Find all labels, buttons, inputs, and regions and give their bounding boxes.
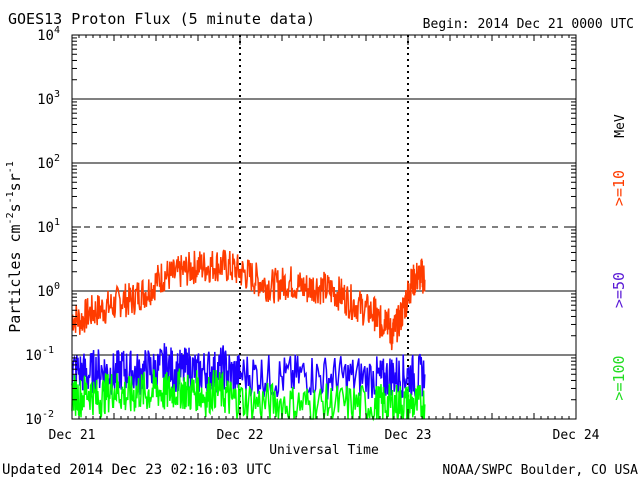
chart-title: GOES13 Proton Flux (5 minute data) [8,10,315,28]
energy-label-3: >=100 [610,355,628,400]
x-tick-label: Dec 24 [553,428,600,443]
x-tick-label: Dec 21 [49,428,96,443]
y-tick-label: 101 [37,217,60,236]
ylabel-sup1: -2 [5,212,16,224]
y-tick-label: 100 [37,281,60,300]
energy-label-2: >=50 [610,272,628,308]
ylabel-mid2: sr [6,173,24,191]
y-tick-label: 102 [37,153,60,172]
y-tick-label: 10-2 [25,409,54,428]
series-layer [71,249,426,422]
x-tick-label: Dec 22 [217,428,264,443]
ylabel-base: Particles cm [6,224,24,332]
footer-updated: Updated 2014 Dec 23 02:16:03 UTC [2,462,272,478]
x-axis-label: Universal Time [269,443,379,458]
energy-label-1: >=10 [610,170,628,206]
ylabel-sup3: -1 [5,161,16,173]
ylabel-sup2: -1 [5,191,16,203]
y-tick-label: 104 [37,25,60,44]
x-tick-label: Dec 23 [385,428,432,443]
y-tick-label: 10-1 [25,345,54,364]
y-tick-label: 103 [37,89,60,108]
footer-credit: NOAA/SWPC Boulder, CO USA [442,463,638,478]
y-axis-label: Particles cm-2s-1sr-1 [5,161,24,333]
series-line-2 [71,343,426,400]
ylabel-mid1: s [6,203,24,212]
unit-label: MeV [613,114,628,138]
series-line-3 [71,368,426,422]
energy-labels: >=10 >=50 >=100 MeV [610,114,628,400]
begin-label: Begin: 2014 Dec 21 0000 UTC [423,17,634,32]
series-line-1 [71,249,426,351]
